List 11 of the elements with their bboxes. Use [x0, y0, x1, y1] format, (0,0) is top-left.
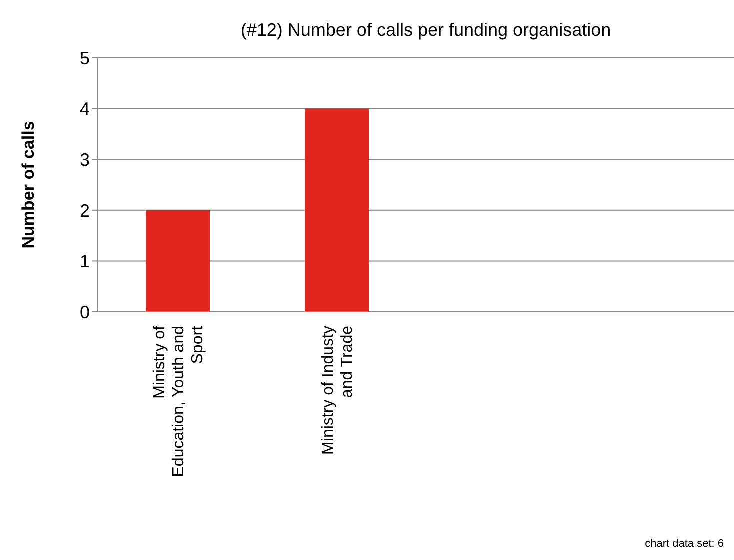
- chart-title: (#12) Number of calls per funding organisation: [240, 20, 612, 41]
- y-tick-label: 5: [80, 48, 90, 68]
- y-tick-label: 3: [80, 150, 90, 170]
- y-tick-label: 0: [80, 302, 90, 322]
- x-tick-label: Ministry of Industy and Trade: [320, 326, 356, 455]
- y-axis-title: Number of calls: [19, 121, 38, 249]
- y-tick-label: 4: [80, 99, 90, 120]
- x-tick-label: Ministry of Education, Youth and Sport: [152, 325, 206, 478]
- text: chart data set: 6: [645, 538, 724, 550]
- y-tick-label: 2: [80, 200, 90, 221]
- y-tick-label: 1: [80, 252, 90, 272]
